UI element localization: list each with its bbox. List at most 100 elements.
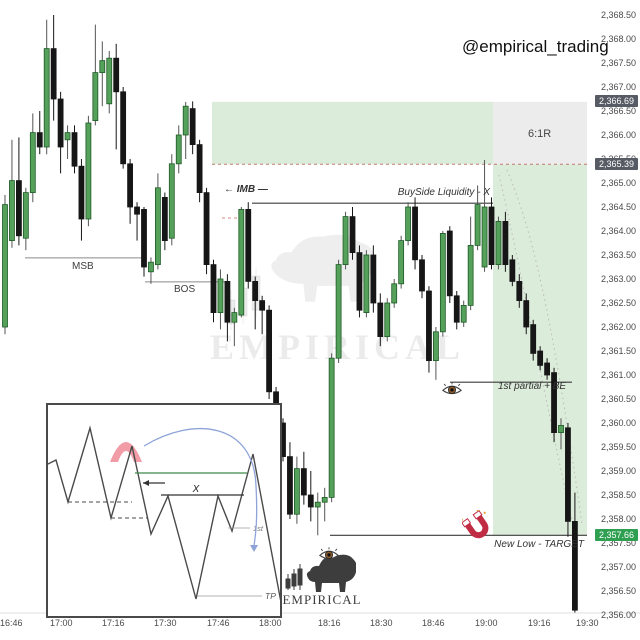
candle-up <box>342 216 349 266</box>
price-tick-label: 2,360.50 <box>600 394 636 404</box>
candle-up <box>2 204 8 328</box>
candle-down <box>50 48 57 100</box>
price-tick-label: 2,364.00 <box>600 226 636 236</box>
candle-down <box>453 295 460 323</box>
candle-up <box>314 501 321 508</box>
blue-path-arrow <box>143 427 258 547</box>
time-tick-label: 17:00 <box>50 618 73 628</box>
candle-up <box>398 240 405 285</box>
candle-down <box>446 230 453 297</box>
price-tick-label: 2,358.00 <box>600 514 636 524</box>
x-label: X <box>192 484 200 495</box>
first-partial-label: 1st partial + BE <box>498 381 567 392</box>
candle-up <box>148 261 154 273</box>
candle-down <box>488 206 495 265</box>
first-label: 1st <box>253 524 264 533</box>
imb-label: ← IMB — <box>224 184 268 195</box>
schematic-zigzag <box>48 425 280 601</box>
price-tick-label: 2,359.00 <box>600 466 636 476</box>
price-tick-label: 2,359.50 <box>600 442 636 452</box>
candle-up <box>293 468 300 515</box>
eye-icon <box>318 547 340 560</box>
candle-up <box>363 254 370 313</box>
time-tick-label: 18:00 <box>259 618 282 628</box>
candle-down <box>502 220 509 265</box>
projection-dotted-path <box>506 169 583 525</box>
candle-down <box>377 302 384 337</box>
candle-down <box>509 259 516 282</box>
candle-up <box>495 220 502 265</box>
time-tick-label: 17:16 <box>102 618 125 628</box>
buyside-liquidity-label: BuySide Liquidity - X <box>397 187 490 198</box>
price-tick-label: 2,356.50 <box>600 586 636 596</box>
eye-icon <box>441 382 463 395</box>
candle-up <box>391 283 398 304</box>
risk-box <box>493 101 587 165</box>
candle-up <box>474 204 481 246</box>
price-tick-label: 2,366.50 <box>600 106 636 116</box>
price-tick-label: 2,363.50 <box>600 250 636 260</box>
candle-up <box>217 278 224 313</box>
candle-up <box>481 206 488 268</box>
candle-up <box>29 132 36 194</box>
candle-down <box>530 324 537 354</box>
price-tick-label: 2,362.50 <box>600 298 636 308</box>
time-tick-label: 18:16 <box>318 618 341 628</box>
candle-up <box>460 304 467 323</box>
left-arrow-head <box>143 480 149 486</box>
empirical-logo-text: EMPIRICAL <box>282 592 362 607</box>
candle-down <box>426 290 432 361</box>
price-tick-label: 2,358.50 <box>600 490 636 500</box>
candle-down <box>210 264 217 314</box>
candle-up <box>182 105 189 136</box>
candle-up <box>405 206 412 241</box>
magnet-icon <box>462 510 489 539</box>
price-level-badge: 2,365.39 <box>594 157 638 170</box>
candle-down <box>127 163 133 208</box>
bos-label: BOS <box>174 284 196 295</box>
empirical-logo-icon <box>285 554 356 592</box>
candle-down <box>307 494 314 508</box>
candle-down <box>412 206 418 261</box>
price-axis[interactable]: 2,368.50 2,368.00 2,367.50 2,367.00 2,366.50… <box>588 0 640 640</box>
candle-down <box>259 300 266 311</box>
time-tick-label: 18:46 <box>422 618 445 628</box>
schematic-inset: X 1st TP <box>46 403 282 618</box>
candle-up <box>335 264 342 359</box>
candle-up <box>231 312 238 323</box>
time-axis[interactable]: 16:46 17:00 17:16 17:30 17:46 18:00 18:16 18:30… <box>0 618 640 640</box>
candle-down <box>57 98 64 148</box>
risk-reward-label: 6:1R <box>528 128 552 140</box>
candle-down <box>349 216 356 254</box>
author-handle: @empirical_trading <box>462 37 609 56</box>
candle-down <box>189 108 196 145</box>
time-tick-label: 18:30 <box>370 618 393 628</box>
candle-up <box>328 357 335 498</box>
candle-down <box>141 208 147 268</box>
time-tick-label: 17:46 <box>207 618 230 628</box>
candle-down <box>356 252 363 311</box>
price-tick-label: 2,367.50 <box>600 58 636 68</box>
price-tick-label: 2,362.00 <box>600 322 636 332</box>
candle-up <box>92 72 99 121</box>
candle-up <box>168 163 175 239</box>
candle-down <box>15 180 22 237</box>
price-tick-label: 2,368.50 <box>600 10 636 20</box>
time-tick-label: 17:30 <box>154 618 177 628</box>
candle-up <box>154 187 161 266</box>
candle-down <box>113 57 120 93</box>
price-tick-label: 2,365.00 <box>600 178 636 188</box>
projection-dotted-path <box>498 174 575 531</box>
candle-down <box>537 350 544 366</box>
price-tick-label: 2,357.00 <box>600 562 636 572</box>
price-tick-label: 2,361.50 <box>600 346 636 356</box>
candle-up <box>321 496 328 503</box>
price-tick-label: 2,364.50 <box>600 202 636 212</box>
candle-down <box>196 144 203 194</box>
candle-up <box>439 232 446 333</box>
supply-zone <box>212 101 493 165</box>
candle-down <box>572 521 578 611</box>
candle-down <box>370 254 377 304</box>
candle-up <box>175 134 182 165</box>
